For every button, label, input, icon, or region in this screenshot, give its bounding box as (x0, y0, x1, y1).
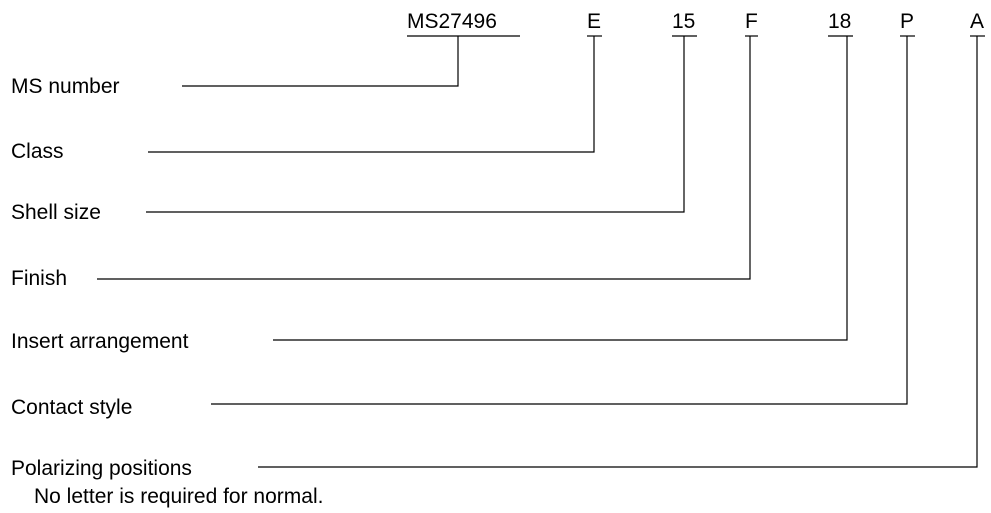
leader-shell-size (146, 36, 685, 213)
code-polarizing: A (970, 10, 985, 33)
label-class: Class (11, 140, 64, 163)
label-shell-size: Shell size (11, 201, 101, 224)
code-insert-arrangement: 18 (828, 10, 852, 33)
code-finish: F (745, 10, 758, 33)
leader-insert-arrangement (273, 36, 848, 341)
code-contact-style: P (900, 10, 915, 33)
leader-ms-number (182, 36, 459, 87)
label-finish: Finish (11, 267, 68, 290)
code-ms-number: MS27496 (407, 10, 497, 33)
label-contact-style: Contact style (11, 396, 133, 419)
label-polarizing-positions: Polarizing positions (11, 457, 192, 480)
label-insert-arrangement: Insert arrangement (11, 330, 189, 353)
leader-finish (97, 36, 751, 280)
leader-class (148, 36, 595, 153)
code-class: E (587, 10, 602, 33)
polarizing-note: No letter is required for normal. (34, 485, 324, 508)
label-ms-number: MS number (11, 75, 120, 98)
leader-contact-style (211, 36, 908, 405)
code-shell-size: 15 (672, 10, 696, 33)
leader-polarizing (258, 36, 978, 468)
